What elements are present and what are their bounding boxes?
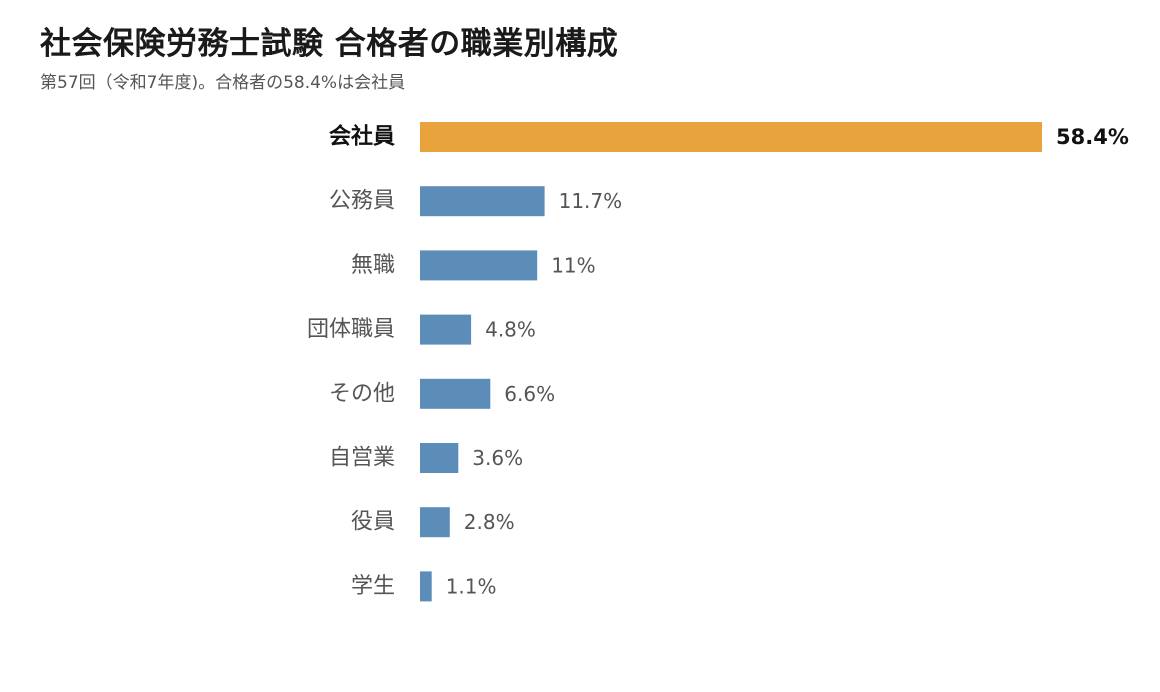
value-label-5: 3.6%: [472, 446, 523, 470]
bar-4: [420, 378, 491, 409]
category-label-0: 会社員: [329, 124, 395, 150]
value-label-3: 4.8%: [485, 318, 536, 342]
value-label-7: 1.1%: [446, 574, 497, 598]
value-label-4: 6.6%: [504, 382, 555, 406]
category-label-2: 無職: [351, 253, 395, 278]
value-label-1: 11.7%: [559, 189, 623, 213]
bar-5: [420, 443, 459, 473]
chart-subtitle: 第57回（令和7年度)。合格者の58.4%は会社員: [40, 73, 406, 93]
bar-0: [420, 122, 1042, 152]
value-label-2: 11%: [551, 253, 595, 277]
bar-1: [420, 186, 545, 217]
value-label-6: 2.8%: [464, 510, 515, 534]
category-label-7: 学生: [351, 574, 395, 599]
bar-3: [420, 314, 472, 345]
bar-2: [420, 250, 538, 281]
category-label-6: 役員: [351, 510, 395, 535]
category-label-3: 団体職員: [307, 317, 395, 342]
category-label-4: その他: [329, 381, 395, 406]
bar-6: [420, 507, 450, 538]
bar-7: [420, 571, 432, 602]
value-label-0: 58.4%: [1056, 125, 1129, 149]
category-label-1: 公務員: [329, 189, 395, 214]
category-label-5: 自営業: [329, 446, 395, 471]
chart-title: 社会保険労務士試験 合格者の職業別構成: [40, 26, 619, 62]
